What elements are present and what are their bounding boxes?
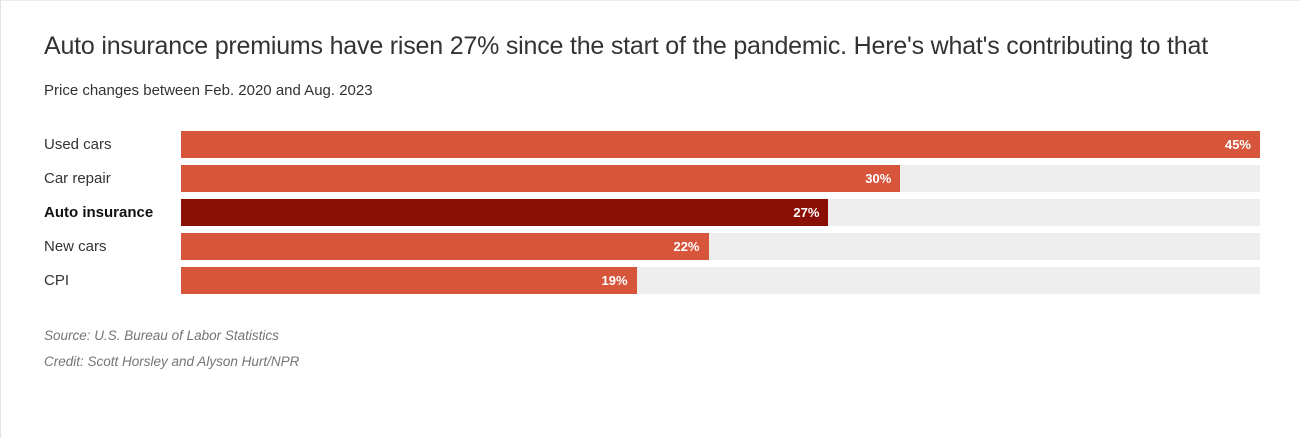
bar: 45% — [181, 131, 1260, 158]
category-label: New cars — [44, 238, 107, 255]
bar-track: 45% — [181, 131, 1260, 158]
bar-value-label: 27% — [793, 205, 820, 220]
bar: 30% — [181, 165, 901, 192]
bar-row: New cars 22% — [44, 233, 1260, 260]
bar-value-label: 30% — [865, 171, 892, 186]
chart-title: Auto insurance premiums have risen 27% s… — [44, 32, 1208, 60]
bar-track: 22% — [181, 233, 1260, 260]
chart-subtitle: Price changes between Feb. 2020 and Aug.… — [44, 82, 373, 99]
bar-track: 27% — [181, 199, 1260, 226]
bar-row: CPI 19% — [44, 267, 1260, 294]
bar-value-label: 45% — [1224, 137, 1251, 152]
category-label: CPI — [44, 272, 70, 289]
bar: 27% — [181, 199, 829, 226]
category-label: Used cars — [44, 136, 112, 153]
bar-value-label: 19% — [601, 273, 628, 288]
credit-note: Credit: Scott Horsley and Alyson Hurt/NP… — [44, 354, 300, 369]
source-note: Source: U.S. Bureau of Labor Statistics — [44, 328, 279, 343]
bar-row: Auto insurance 27% — [44, 199, 1260, 226]
bar: 19% — [181, 267, 637, 294]
bar: 22% — [181, 233, 709, 260]
bar-row: Car repair 30% — [44, 165, 1260, 192]
chart-container: Auto insurance premiums have risen 27% s… — [1, 1, 1300, 370]
bar-chart: Used cars 45% Car repair 30% Auto insura… — [44, 131, 1260, 294]
bar-track: 19% — [181, 267, 1260, 294]
bar-row: Used cars 45% — [44, 131, 1260, 158]
category-label: Auto insurance — [44, 204, 154, 221]
category-label: Car repair — [44, 170, 111, 187]
bar-track: 30% — [181, 165, 1260, 192]
bar-value-label: 22% — [673, 239, 700, 254]
